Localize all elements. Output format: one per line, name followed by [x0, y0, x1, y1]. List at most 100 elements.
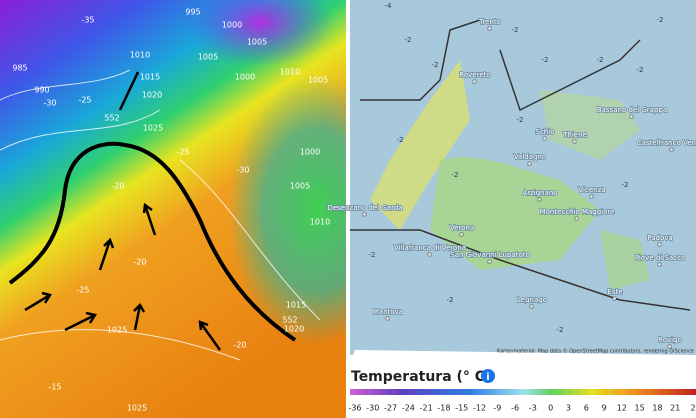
city-label: Thiene: [562, 131, 587, 139]
isobar-label: 1020: [284, 325, 304, 334]
isobar-label: 552: [104, 114, 119, 123]
legend-tick-label: -15: [455, 404, 468, 413]
legend: Temperatura (° C) i: [350, 369, 696, 395]
city-marker: [542, 136, 547, 141]
temperature-label: -30: [236, 166, 249, 175]
temperature-label: -2: [447, 296, 454, 304]
isobar-label: 1015: [286, 301, 306, 310]
city-label: Villafranca di Verona: [394, 244, 466, 252]
isobar-label: 1000: [235, 73, 255, 82]
isobar-label: 1010: [130, 51, 150, 60]
temperature-label: -35: [81, 16, 94, 25]
city-marker: [572, 139, 577, 144]
legend-tick-label: -36: [348, 404, 361, 413]
city-marker: [629, 114, 634, 119]
attribution: Kartenmaterial: Map data © OpenStreetMap…: [497, 348, 694, 355]
city-label: Trento: [478, 18, 501, 26]
temperature-label: -2: [542, 56, 549, 64]
city-marker: [385, 316, 390, 321]
city-marker: [527, 161, 532, 166]
legend-tick-label: -6: [511, 404, 519, 413]
temperature-label: -20: [233, 341, 246, 350]
city-label: Schio: [536, 128, 555, 136]
city-label: Montecchio Maggiore: [540, 208, 615, 216]
legend-tick-label: -12: [473, 404, 486, 413]
isobar-label: 1005: [247, 38, 267, 47]
legend-tick-label: -30: [366, 404, 379, 413]
isobar-label: 1020: [142, 91, 162, 100]
legend-tick-label: -9: [493, 404, 501, 413]
city-label: Bassano del Grappa: [597, 106, 667, 114]
city-marker: [612, 296, 617, 301]
legend-tick-label: 15: [635, 404, 645, 413]
isobar-label: 1010: [310, 218, 330, 227]
left-map: [0, 0, 346, 418]
city-marker: [669, 147, 674, 152]
temperature-label: -25: [176, 148, 189, 157]
legend-tick-label: -18: [437, 404, 450, 413]
isobar-label: 1015: [140, 73, 160, 82]
temperature-label: -15: [48, 383, 61, 392]
temperature-label: -2: [597, 56, 604, 64]
temperature-label: -2: [657, 16, 664, 24]
city-label: Mantova: [373, 308, 403, 316]
city-label: Verona: [450, 224, 474, 232]
city-marker: [537, 197, 542, 202]
legend-tick-label: -24: [402, 404, 415, 413]
city-label: Piove di Sacco: [635, 254, 685, 262]
isobar-label: 552: [282, 316, 297, 325]
city-marker: [574, 216, 579, 221]
city-label: Castelfranco Veneto: [637, 139, 696, 147]
temperature-label: -2: [637, 66, 644, 74]
city-marker: [427, 252, 432, 257]
city-marker: [667, 344, 672, 349]
temperature-label: -20: [133, 258, 146, 267]
isobar-label: 1005: [308, 76, 328, 85]
city-marker: [657, 242, 662, 247]
city-marker: [529, 304, 534, 309]
city-label: Rovigo: [658, 336, 682, 344]
isobar-label: 1000: [300, 148, 320, 157]
legend-tick-label: 3: [566, 404, 571, 413]
legend-tick-label: 18: [652, 404, 662, 413]
legend-tick-label: -21: [420, 404, 433, 413]
legend-title: Temperatura (° C): [351, 369, 491, 385]
legend-tick-label: 21: [670, 404, 680, 413]
isobar-label: 1025: [143, 124, 163, 133]
temperature-label: -4: [385, 2, 393, 10]
city-label: Padova: [647, 234, 672, 242]
temperature-label: -2: [397, 136, 404, 144]
legend-tick-label: -27: [384, 404, 397, 413]
temperature-label: -2: [622, 181, 629, 189]
city-label: Vicenza: [578, 186, 605, 194]
city-marker: [362, 212, 367, 217]
temperature-label: -2: [517, 116, 524, 124]
city-marker: [657, 262, 662, 267]
info-icon-glyph: i: [486, 372, 489, 383]
city-label: Este: [607, 288, 622, 296]
city-label: Arzignano: [522, 189, 557, 197]
temperature-label: -2: [432, 61, 439, 69]
temperature-label: -2: [405, 36, 412, 44]
legend-scale: [350, 389, 696, 395]
isobar-label: 1025: [107, 326, 127, 335]
legend-tick-label: 6: [584, 404, 589, 413]
info-icon[interactable]: [481, 369, 495, 383]
city-marker: [487, 259, 492, 264]
temperature-label: -25: [76, 286, 89, 295]
temperature-label: -25: [78, 96, 91, 105]
isobar-label: 1025: [127, 404, 147, 413]
city-label: Valdagno: [514, 153, 546, 161]
temperature-label: -2: [512, 26, 519, 34]
temperature-label: -20: [111, 182, 124, 191]
isobar-label: 995: [185, 8, 200, 17]
city-label: Desenzano del Garda: [327, 204, 402, 212]
city-label: San Giovanni Lupatoto: [450, 251, 530, 259]
isobar-label: 1000: [222, 21, 242, 30]
temperature-label: -2: [369, 251, 376, 259]
city-marker: [589, 194, 594, 199]
city-marker: [459, 232, 464, 237]
city-label: Rovereto: [459, 71, 490, 79]
city-label: Legnago: [517, 296, 547, 304]
